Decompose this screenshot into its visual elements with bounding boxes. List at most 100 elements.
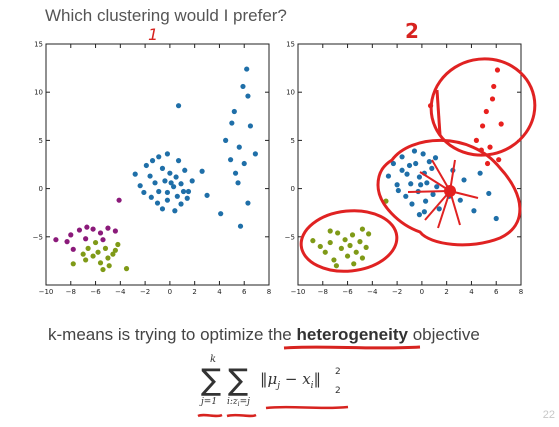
data-point-blue xyxy=(174,193,180,199)
data-point-blue xyxy=(173,174,179,180)
slide-title: Which clustering would I prefer? xyxy=(45,6,287,25)
formula-outer-sum: ∑ xyxy=(201,363,221,398)
annotation-circles xyxy=(299,57,537,273)
formula-norm-sup: 2 xyxy=(335,367,341,377)
data-point-blue xyxy=(404,171,410,177)
data-point-purple xyxy=(53,237,59,243)
data-point-blue xyxy=(172,208,178,214)
y-tick-label: 15 xyxy=(286,41,295,49)
objective-suffix: objective xyxy=(407,325,480,344)
data-point-green xyxy=(105,255,111,261)
data-point-blue xyxy=(149,158,156,164)
data-point-blue xyxy=(418,182,424,188)
data-point-blue xyxy=(167,170,173,176)
data-point-red xyxy=(489,96,496,102)
data-point-blue xyxy=(471,208,477,214)
data-point-green xyxy=(90,253,96,259)
x-tick-label: −10 xyxy=(291,288,306,296)
data-point-blue xyxy=(132,171,138,177)
formula-outer-upper: k xyxy=(210,354,216,365)
data-point-green xyxy=(100,266,106,273)
data-point-blue xyxy=(245,200,251,206)
data-point-red xyxy=(498,121,504,127)
x-tick-label: −6 xyxy=(342,288,353,296)
formula-norm-body: ‖μj − xi‖ xyxy=(260,370,321,391)
data-point-green xyxy=(342,237,348,243)
data-point-red xyxy=(483,108,489,115)
data-point-blue xyxy=(426,159,432,165)
data-point-green xyxy=(123,266,130,272)
data-point-green xyxy=(92,239,99,246)
data-point-blue xyxy=(385,173,392,179)
data-point-purple xyxy=(90,226,96,232)
data-point-purple xyxy=(112,228,118,234)
plots-canvas: 1 2 −10 −8 −6 −4 −2 0 2 4 6 8 −5 0 5 10 15 −10 −8 −6 −4 −2… xyxy=(33,19,537,297)
formula-inner-lower: i:zi=j xyxy=(227,397,250,408)
chart-left: −10 −8 −6 −4 −2 0 2 4 6 8 −5 0 5 10 15 xyxy=(33,41,272,297)
data-point-purple xyxy=(105,225,111,231)
data-point-blue xyxy=(252,151,258,157)
data-point-blue xyxy=(434,184,440,190)
data-point-purple xyxy=(64,239,70,245)
y-tick-label: 5 xyxy=(291,137,295,145)
x-tick-label: −4 xyxy=(115,288,126,296)
data-point-purple xyxy=(76,227,83,233)
y-tick-label: −5 xyxy=(285,233,295,241)
data-point-green xyxy=(97,260,104,266)
y-tick-label: 5 xyxy=(39,137,43,145)
x-tick-label: 2 xyxy=(444,288,448,296)
data-point-blue xyxy=(137,183,143,189)
x-tick-label: −8 xyxy=(66,288,76,296)
data-point-blue xyxy=(229,120,235,126)
plot-frame xyxy=(45,43,270,286)
data-point-green xyxy=(83,257,89,263)
data-point-purple xyxy=(70,246,76,252)
x-tick-label: 8 xyxy=(267,288,271,296)
data-point-blue xyxy=(235,180,241,186)
data-point-red xyxy=(484,160,491,167)
data-point-blue xyxy=(399,154,405,160)
data-point-green xyxy=(317,243,323,250)
data-point-green xyxy=(359,255,366,261)
data-point-blue xyxy=(162,178,168,184)
data-point-blue xyxy=(408,181,414,187)
data-point-blue xyxy=(429,165,435,171)
annotation-circle-bottom xyxy=(299,209,399,273)
objective-text: k-means is trying to optimize the hetero… xyxy=(48,325,480,345)
x-tick-label: 2 xyxy=(192,288,196,296)
x-tick-label: 0 xyxy=(168,288,172,296)
data-point-purple xyxy=(97,230,104,236)
data-point-green xyxy=(110,251,116,257)
data-point-blue xyxy=(403,193,409,199)
data-point-purple xyxy=(68,232,74,238)
data-point-blue xyxy=(180,188,187,195)
data-point-blue xyxy=(168,180,174,186)
x-tick-label: −8 xyxy=(318,288,328,296)
data-point-blue xyxy=(416,174,423,180)
data-point-blue xyxy=(477,170,483,176)
x-tick-label: −4 xyxy=(367,288,378,296)
data-point-purple xyxy=(116,197,122,203)
data-point-blue xyxy=(223,137,229,143)
x-tick-label: 8 xyxy=(519,288,523,296)
data-point-blue xyxy=(399,167,405,173)
data-point-blue xyxy=(430,191,436,197)
data-point-green xyxy=(327,239,333,246)
data-point-blue xyxy=(148,194,154,200)
data-point-blue xyxy=(457,197,463,203)
data-point-blue xyxy=(244,66,250,72)
data-point-blue xyxy=(164,189,171,196)
data-point-blue xyxy=(204,192,210,198)
data-point-green xyxy=(347,242,353,249)
data-point-green xyxy=(359,226,366,232)
data-point-blue xyxy=(227,157,234,163)
data-point-blue xyxy=(395,187,401,194)
data-point-green xyxy=(310,238,316,244)
data-point-green xyxy=(351,261,357,267)
formula-outer-lower: j=1 xyxy=(199,397,217,407)
data-point-blue xyxy=(164,151,171,157)
data-point-red xyxy=(494,67,501,73)
data-point-blue xyxy=(218,211,224,217)
x-tick-label: 6 xyxy=(242,288,247,296)
